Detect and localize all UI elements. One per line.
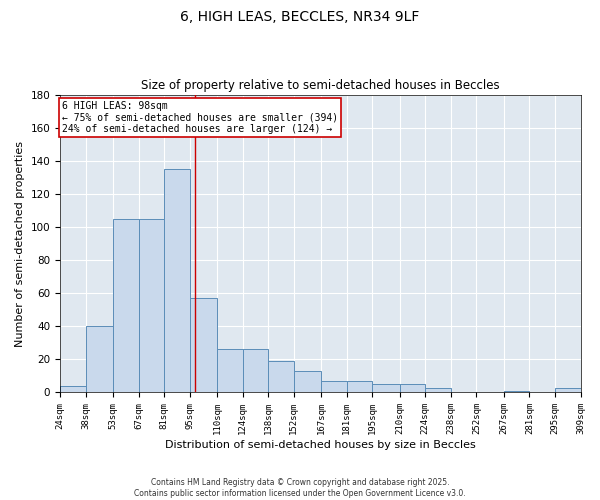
Bar xyxy=(268,361,294,392)
Bar xyxy=(139,218,164,392)
X-axis label: Distribution of semi-detached houses by size in Beccles: Distribution of semi-detached houses by … xyxy=(165,440,476,450)
Bar xyxy=(217,350,242,393)
Bar xyxy=(164,169,190,392)
Bar xyxy=(425,388,451,392)
Bar xyxy=(504,391,529,392)
Title: Size of property relative to semi-detached houses in Beccles: Size of property relative to semi-detach… xyxy=(141,79,500,92)
Y-axis label: Number of semi-detached properties: Number of semi-detached properties xyxy=(15,140,25,346)
Bar xyxy=(294,371,321,392)
Bar xyxy=(400,384,425,392)
Bar xyxy=(190,298,217,392)
Bar xyxy=(347,381,373,392)
Bar xyxy=(321,381,347,392)
Bar xyxy=(60,386,86,392)
Bar xyxy=(113,218,139,392)
Bar xyxy=(373,384,400,392)
Bar xyxy=(86,326,113,392)
Text: 6 HIGH LEAS: 98sqm
← 75% of semi-detached houses are smaller (394)
24% of semi-d: 6 HIGH LEAS: 98sqm ← 75% of semi-detache… xyxy=(62,101,338,134)
Bar xyxy=(555,388,581,392)
Text: Contains HM Land Registry data © Crown copyright and database right 2025.
Contai: Contains HM Land Registry data © Crown c… xyxy=(134,478,466,498)
Bar xyxy=(242,350,268,393)
Text: 6, HIGH LEAS, BECCLES, NR34 9LF: 6, HIGH LEAS, BECCLES, NR34 9LF xyxy=(181,10,419,24)
